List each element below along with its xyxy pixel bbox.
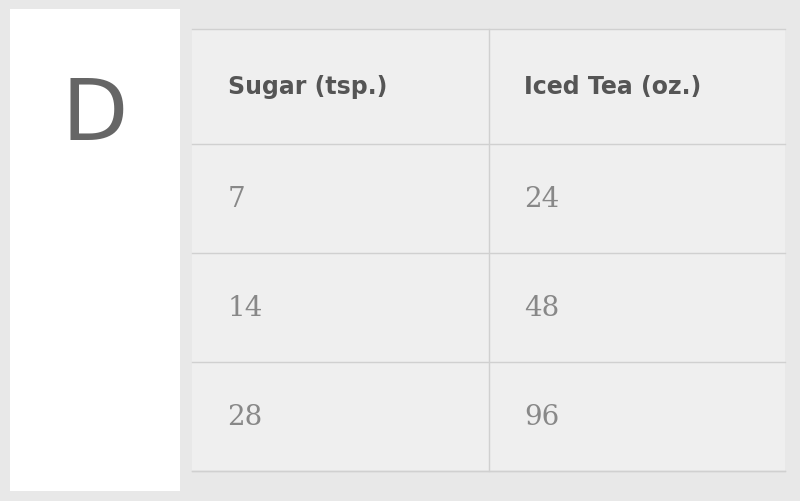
Text: 24: 24 [524, 185, 559, 212]
FancyBboxPatch shape [10, 10, 180, 491]
Text: 7: 7 [227, 185, 246, 212]
Text: Iced Tea (oz.): Iced Tea (oz.) [524, 75, 702, 99]
Text: 96: 96 [524, 403, 559, 430]
FancyBboxPatch shape [192, 30, 785, 471]
Text: 48: 48 [524, 295, 559, 321]
Text: D: D [62, 74, 128, 157]
Text: 28: 28 [227, 403, 263, 430]
Text: 14: 14 [227, 295, 263, 321]
Text: Sugar (tsp.): Sugar (tsp.) [227, 75, 387, 99]
